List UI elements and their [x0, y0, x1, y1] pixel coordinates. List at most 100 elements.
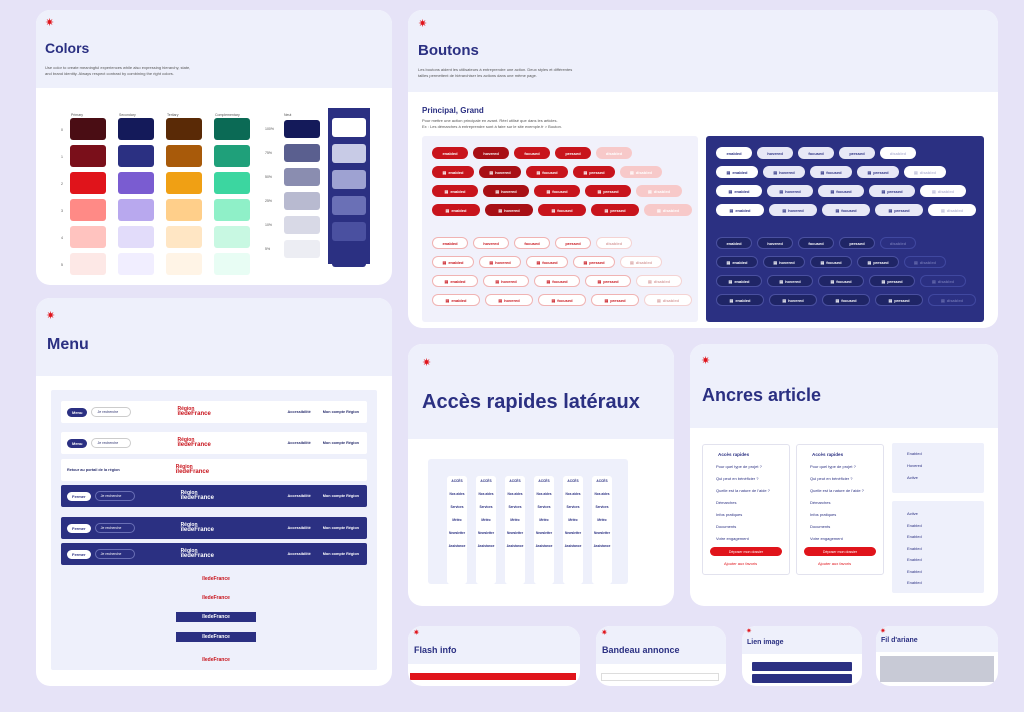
enabled-button[interactable]: enabled: [432, 147, 468, 159]
anchor-link[interactable]: Pour quel type de projet ?: [810, 464, 856, 469]
quick-access-item[interactable]: Nos aides: [478, 492, 494, 496]
focused-button[interactable]: ▤ focused: [534, 275, 580, 287]
account-link[interactable]: Mon compte Région: [322, 410, 359, 414]
pressed-button[interactable]: ▤ pressed: [585, 275, 631, 287]
pressed-button[interactable]: ▤ pressed: [591, 294, 639, 306]
hovered-button[interactable]: hovered: [757, 237, 793, 249]
quick-access-item[interactable]: Newsletter: [593, 531, 611, 535]
submit-dossier-button[interactable]: Déposer mon dossier: [804, 547, 876, 556]
quick-access-item[interactable]: Newsletter: [564, 531, 582, 535]
disabled-button[interactable]: ▤ disabled: [620, 166, 662, 178]
quick-access-item[interactable]: Assistance: [564, 544, 582, 548]
anchor-link[interactable]: Pour quel type de projet ?: [716, 464, 762, 469]
quick-access-item[interactable]: Newsletter: [535, 531, 553, 535]
quick-access-item[interactable]: ACCÈS: [567, 479, 579, 483]
anchor-link[interactable]: Quelle est la nature de l'aide ?: [810, 488, 864, 493]
anchor-link[interactable]: Qui peut en bénéficier ?: [716, 476, 759, 481]
account-link[interactable]: Mon compte Région: [322, 552, 359, 556]
quick-access-item[interactable]: Météo: [510, 518, 520, 522]
accessibility-link[interactable]: Accessibilité: [287, 494, 311, 498]
enabled-button[interactable]: ▤ enabled: [432, 256, 474, 268]
focused-button[interactable]: ▤ focused: [822, 294, 870, 306]
quick-access-item[interactable]: Assistance: [477, 544, 495, 548]
anchor-link[interactable]: Votre engagement: [810, 536, 843, 541]
anchor-link[interactable]: Démarches: [810, 500, 831, 505]
quick-access-item[interactable]: Newsletter: [477, 531, 495, 535]
anchor-state[interactable]: Enabled: [907, 534, 922, 539]
enabled-button[interactable]: ▤ enabled: [432, 294, 480, 306]
search-input[interactable]: Je recherche: [91, 407, 132, 417]
account-link[interactable]: Mon compte Région: [322, 441, 359, 445]
hovered-button[interactable]: ▤ hovered: [769, 294, 817, 306]
focused-button[interactable]: ▤ focused: [810, 166, 852, 178]
disabled-button[interactable]: ▤ disabled: [644, 204, 692, 216]
disabled-button[interactable]: disabled: [880, 237, 916, 249]
quick-access-item[interactable]: ACCÈS: [509, 479, 521, 483]
hovered-button[interactable]: hovered: [473, 147, 509, 159]
enabled-button[interactable]: ▤ enabled: [716, 185, 762, 197]
disabled-button[interactable]: ▤ disabled: [928, 294, 976, 306]
quick-access-item[interactable]: Services: [450, 505, 464, 509]
menu-button[interactable]: Fermer: [67, 491, 91, 501]
quick-access-item[interactable]: Assistance: [506, 544, 524, 548]
anchor-state[interactable]: Enabled: [907, 580, 922, 585]
hovered-button[interactable]: hovered: [757, 147, 793, 159]
disabled-button[interactable]: disabled: [880, 147, 916, 159]
enabled-button[interactable]: ▤ enabled: [716, 204, 764, 216]
pressed-button[interactable]: pressed: [555, 147, 591, 159]
pressed-button[interactable]: pressed: [555, 237, 591, 249]
menu-button[interactable]: Menu: [67, 438, 88, 448]
back-link[interactable]: Retour au portail de la région: [67, 468, 120, 472]
quick-access-item[interactable]: Assistance: [593, 544, 611, 548]
quick-access-item[interactable]: Météo: [452, 518, 462, 522]
quick-access-item[interactable]: Assistance: [448, 544, 466, 548]
hovered-button[interactable]: hovered: [473, 237, 509, 249]
accessibility-link[interactable]: Accessibilité: [287, 441, 311, 445]
disabled-button[interactable]: ▤ disabled: [620, 256, 662, 268]
anchor-state[interactable]: Active: [907, 475, 918, 480]
pressed-button[interactable]: ▤ pressed: [857, 256, 899, 268]
enabled-button[interactable]: ▤ enabled: [432, 204, 480, 216]
disabled-button[interactable]: ▤ disabled: [636, 275, 682, 287]
pressed-button[interactable]: ▤ pressed: [857, 166, 899, 178]
focused-button[interactable]: focused: [798, 147, 834, 159]
quick-access-item[interactable]: Newsletter: [506, 531, 524, 535]
focused-button[interactable]: ▤ focused: [822, 204, 870, 216]
focused-button[interactable]: focused: [514, 147, 550, 159]
quick-access-item[interactable]: Services: [566, 505, 580, 509]
quick-access-item[interactable]: Nos aides: [507, 492, 523, 496]
disabled-button[interactable]: ▤ disabled: [644, 294, 692, 306]
enabled-button[interactable]: ▤ enabled: [432, 166, 474, 178]
focused-button[interactable]: ▤ focused: [818, 275, 864, 287]
accessibility-link[interactable]: Accessibilité: [287, 526, 311, 530]
anchor-link[interactable]: Quelle est la nature de l'aide ?: [716, 488, 770, 493]
quick-access-item[interactable]: Assistance: [535, 544, 553, 548]
quick-access-item[interactable]: Météo: [539, 518, 549, 522]
pressed-button[interactable]: pressed: [839, 237, 875, 249]
hovered-button[interactable]: ▤ hovered: [767, 275, 813, 287]
quick-access-item[interactable]: Newsletter: [448, 531, 466, 535]
hovered-button[interactable]: ▤ hovered: [767, 185, 813, 197]
lien-image-1[interactable]: [752, 662, 852, 671]
enabled-button[interactable]: ▤ enabled: [716, 294, 764, 306]
quick-access-item[interactable]: ACCÈS: [451, 479, 463, 483]
hovered-button[interactable]: ▤ hovered: [483, 185, 529, 197]
lien-image-2[interactable]: [752, 674, 852, 683]
hovered-button[interactable]: ▤ hovered: [479, 256, 521, 268]
disabled-button[interactable]: ▤ disabled: [920, 275, 966, 287]
favorites-link[interactable]: Ajouter aux favoris: [818, 561, 852, 566]
anchor-link[interactable]: Infos pratiques: [810, 512, 837, 517]
quick-access-item[interactable]: Météo: [568, 518, 578, 522]
quick-access-item[interactable]: Services: [537, 505, 551, 509]
pressed-button[interactable]: ▤ pressed: [573, 256, 615, 268]
anchor-state[interactable]: Active: [907, 511, 918, 516]
disabled-button[interactable]: ▤ disabled: [928, 204, 976, 216]
quick-access-item[interactable]: Services: [479, 505, 493, 509]
hovered-button[interactable]: ▤ hovered: [485, 294, 533, 306]
quick-access-item[interactable]: Services: [595, 505, 609, 509]
enabled-button[interactable]: enabled: [716, 147, 752, 159]
account-link[interactable]: Mon compte Région: [322, 494, 359, 498]
quick-access-item[interactable]: Nos aides: [594, 492, 610, 496]
anchor-state[interactable]: Enabled: [907, 451, 922, 456]
focused-button[interactable]: ▤ focused: [526, 256, 568, 268]
